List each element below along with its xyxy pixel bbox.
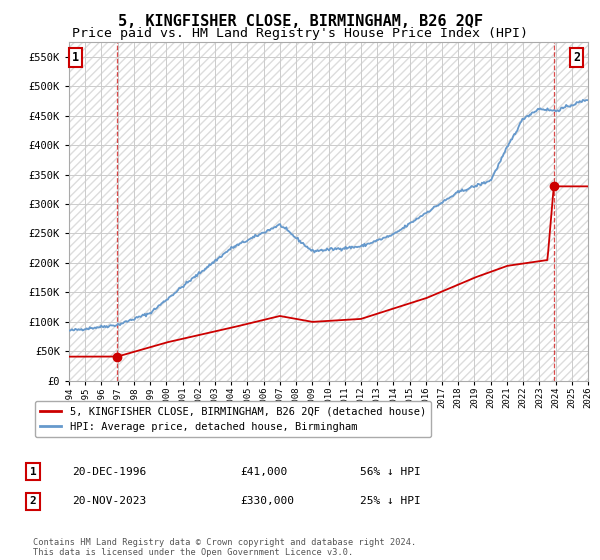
Text: 5, KINGFISHER CLOSE, BIRMINGHAM, B26 2QF: 5, KINGFISHER CLOSE, BIRMINGHAM, B26 2QF	[118, 14, 482, 29]
Text: 20-DEC-1996: 20-DEC-1996	[72, 466, 146, 477]
Text: 20-NOV-2023: 20-NOV-2023	[72, 496, 146, 506]
Text: 2: 2	[573, 51, 580, 64]
Text: 25% ↓ HPI: 25% ↓ HPI	[360, 496, 421, 506]
Text: £41,000: £41,000	[240, 466, 287, 477]
Text: £330,000: £330,000	[240, 496, 294, 506]
Text: 1: 1	[29, 466, 37, 477]
Text: 56% ↓ HPI: 56% ↓ HPI	[360, 466, 421, 477]
Text: 2: 2	[29, 496, 37, 506]
Text: 1: 1	[72, 51, 79, 64]
Text: Price paid vs. HM Land Registry's House Price Index (HPI): Price paid vs. HM Land Registry's House …	[72, 27, 528, 40]
Text: Contains HM Land Registry data © Crown copyright and database right 2024.
This d: Contains HM Land Registry data © Crown c…	[33, 538, 416, 557]
Legend: 5, KINGFISHER CLOSE, BIRMINGHAM, B26 2QF (detached house), HPI: Average price, d: 5, KINGFISHER CLOSE, BIRMINGHAM, B26 2QF…	[35, 401, 431, 437]
